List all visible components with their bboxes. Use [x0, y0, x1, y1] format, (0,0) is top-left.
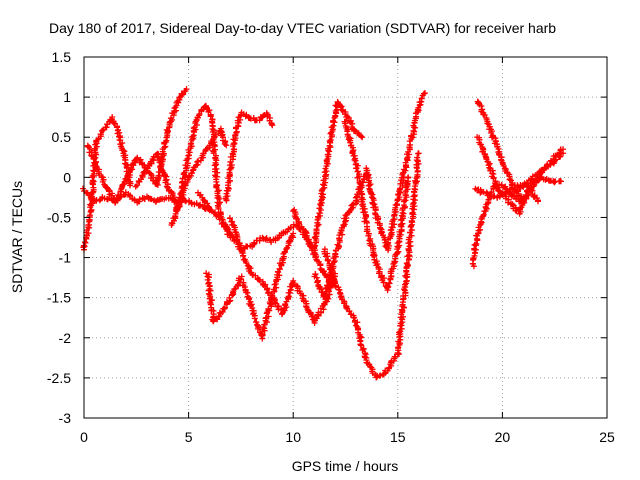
series-trace-e	[168, 125, 230, 228]
series-trace-m	[341, 118, 412, 294]
grid	[84, 57, 607, 418]
x-tick-label: 25	[599, 429, 615, 445]
point-markers	[290, 98, 366, 254]
y-tick-label: 1	[63, 89, 71, 105]
y-tick-label: -2	[59, 330, 72, 346]
plot-border	[83, 56, 608, 419]
x-tick-label: 0	[80, 429, 88, 445]
point-markers	[508, 150, 567, 198]
point-markers	[222, 109, 276, 204]
x-tick-label: 10	[285, 429, 301, 445]
series-trace-a	[80, 114, 134, 253]
y-tick-label: -3	[59, 410, 72, 426]
x-tick-label: 15	[390, 429, 406, 445]
point-markers	[168, 125, 230, 228]
series-trace-n	[469, 181, 523, 270]
y-axis-label: SDTVAR / TECUs	[9, 181, 25, 293]
point-markers	[132, 102, 234, 241]
y-tick-label: -1.5	[47, 290, 71, 306]
point-markers	[80, 185, 213, 213]
y-tick-label: 0	[63, 169, 71, 185]
series-trace-r	[508, 150, 567, 198]
point-markers	[474, 134, 564, 217]
y-tick-label: 0.5	[52, 129, 72, 145]
point-markers	[80, 114, 134, 253]
series-trace-f	[222, 109, 276, 204]
x-axis-label: GPS time / hours	[292, 458, 399, 474]
point-markers	[226, 215, 339, 326]
y-tick-label: -0.5	[47, 209, 71, 225]
series-trace-d	[132, 102, 234, 241]
y-tick-label: -1	[59, 250, 72, 266]
series-trace-g	[203, 230, 297, 342]
axes: 0 5 10 15 20 25 -3 -2.5 -2 -1.5 -1 -0.5 0 0.5 1 1.5	[47, 49, 615, 445]
y-tick-label: -2.5	[47, 370, 71, 386]
point-markers	[203, 230, 297, 342]
y-tick-label: 1.5	[52, 49, 72, 65]
chart-title: Day 180 of 2017, Sidereal Day-to-day VTE…	[49, 20, 556, 36]
point-markers	[469, 181, 523, 270]
x-tick-label: 20	[495, 429, 511, 445]
point-markers	[321, 150, 422, 381]
series-trace-p	[474, 134, 564, 217]
x-tick-label: 5	[185, 429, 193, 445]
point-markers	[311, 90, 428, 300]
series-trace-b	[80, 185, 213, 213]
data-points	[80, 86, 567, 381]
series-trace-j	[290, 98, 366, 254]
point-markers	[341, 118, 412, 294]
series-trace-k	[311, 90, 428, 300]
series-trace-l	[321, 150, 422, 381]
series-trace-i	[226, 215, 339, 326]
